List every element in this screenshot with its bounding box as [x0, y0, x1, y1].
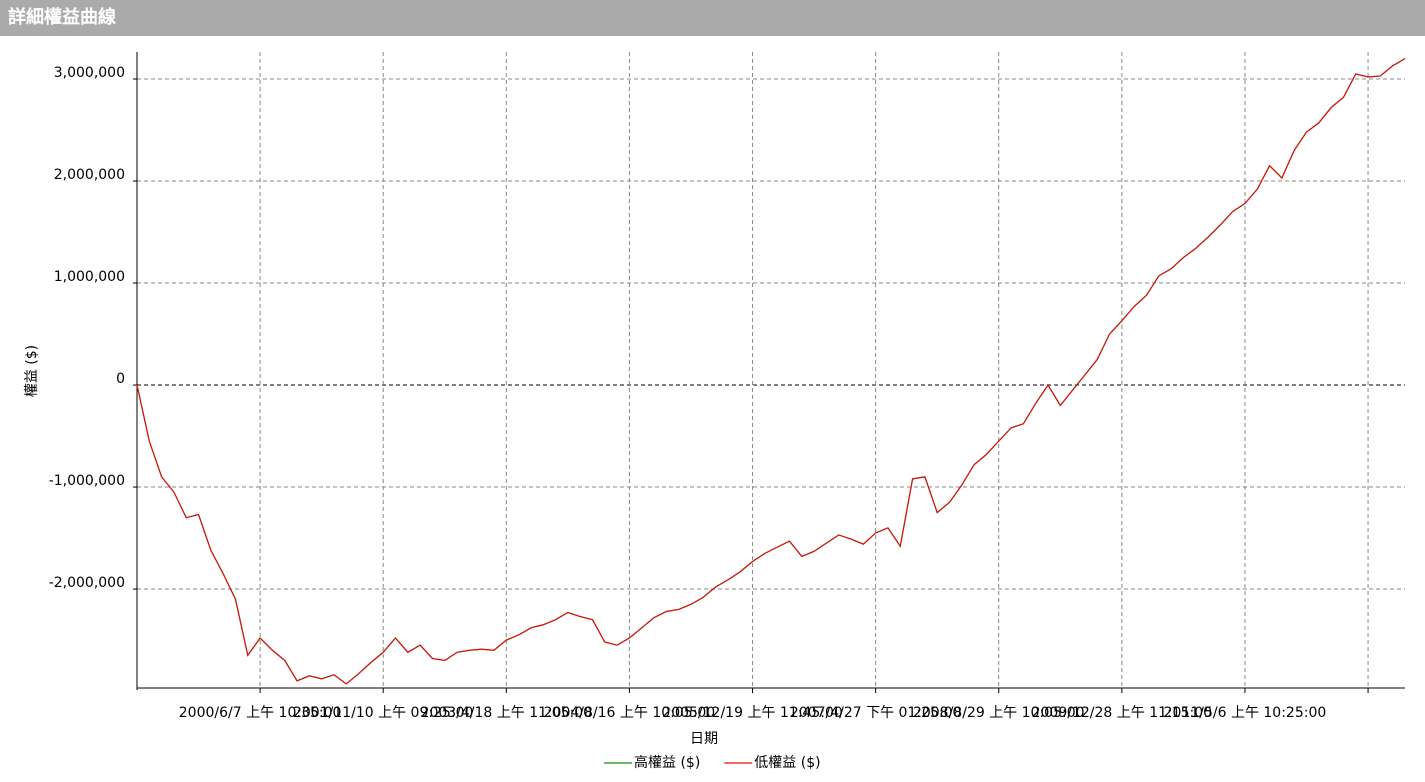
- x-tick-label: 2004/8/16 上午 10:05:00: [544, 705, 716, 721]
- y-axis-label: 權益 ($): [24, 345, 40, 397]
- x-tick-label: 2005/12/19 上午 11:45:00: [662, 705, 842, 721]
- y-tick-label: 3,000,000: [54, 65, 125, 81]
- x-tick-label: 2011/5/6 上午 10:25:00: [1164, 705, 1327, 721]
- x-axis-label: 日期: [690, 731, 718, 747]
- legend-label: 低權益 ($): [754, 755, 820, 771]
- x-tick-label: 2009/12/28 上午 11:15:00: [1032, 705, 1212, 721]
- y-tick-label: 1,000,000: [54, 269, 125, 285]
- y-tick-label: -1,000,000: [49, 473, 125, 489]
- window-title: 詳細權益曲線: [0, 0, 1425, 36]
- legend-label: 高權益 ($): [634, 754, 700, 771]
- y-tick-label: 2,000,000: [54, 167, 125, 183]
- x-tick-label: 2000/6/7 上午 10:35:00: [179, 705, 342, 721]
- y-tick-label: -2,000,000: [49, 575, 125, 591]
- series-line: [136, 58, 1406, 685]
- x-tick-label: 2001/11/10 上午 09:25:00: [293, 705, 473, 721]
- x-tick-label: 2007/4/27 下午 01:25:00: [790, 705, 962, 721]
- x-tick-label: 2003/4/18 上午 11:05:00: [421, 705, 593, 721]
- y-tick-label: 0: [116, 371, 125, 387]
- x-tick-label: 2008/8/29 上午 10:05:00: [913, 705, 1085, 721]
- chart: 權益 ($) 日期 -2,000,000 -1,000,000 0 1,000,000…: [24, 52, 1406, 771]
- series-line: [136, 58, 1406, 685]
